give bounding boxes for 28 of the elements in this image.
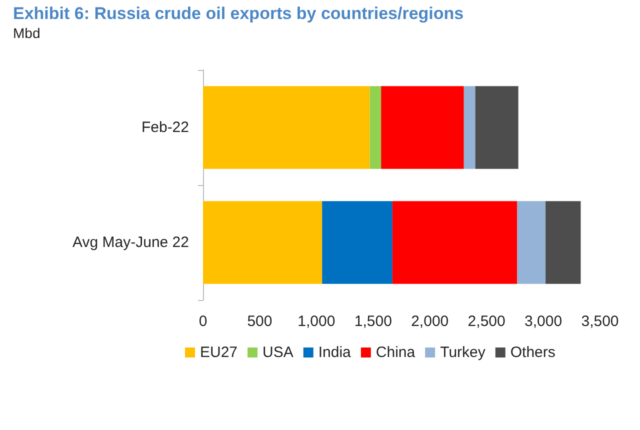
legend-label: Others	[510, 344, 556, 361]
bar	[322, 201, 392, 284]
bar	[392, 201, 518, 284]
x-tick-label: 0	[198, 313, 208, 330]
bar	[517, 201, 546, 284]
legend-label: USA	[262, 344, 294, 361]
x-tick-label: 2,000	[411, 313, 449, 330]
bar	[370, 86, 382, 169]
bar	[381, 86, 464, 169]
x-tick-label: 3,500	[581, 313, 619, 330]
legend-label: Turkey	[440, 344, 486, 361]
text: Mbd	[13, 25, 40, 41]
legend-label: EU27	[200, 344, 238, 361]
legend-label: China	[376, 344, 416, 361]
bar	[546, 201, 581, 284]
x-tick-label: 1,000	[298, 313, 336, 330]
bar	[203, 201, 322, 284]
bar	[203, 86, 370, 169]
bar	[464, 86, 476, 169]
legend-label: India	[318, 344, 352, 361]
y-tick-label: Feb-22	[141, 119, 189, 136]
y-tick-label: Avg May-June 22	[72, 234, 189, 251]
x-tick-label: 1,500	[354, 313, 392, 330]
x-tick-label: 500	[247, 313, 272, 330]
bar	[475, 86, 518, 169]
x-tick-label: 3,000	[524, 313, 562, 330]
chart-title: Exhibit 6: Russia crude oil exports by countries/regions	[13, 4, 464, 23]
x-tick-label: 2,500	[468, 313, 506, 330]
